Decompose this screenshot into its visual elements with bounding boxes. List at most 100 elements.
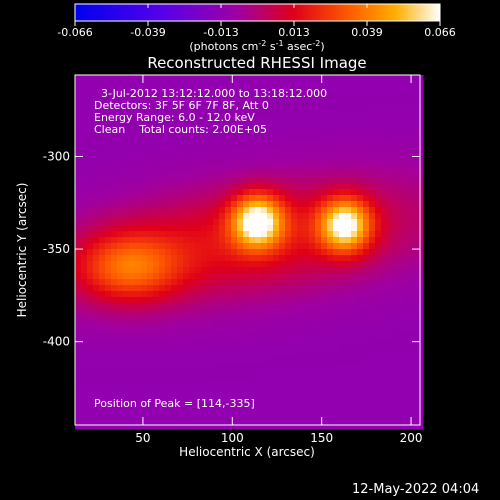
heatmap-cell <box>339 189 346 196</box>
heatmap-cell <box>99 87 106 94</box>
heatmap-cell <box>315 393 322 400</box>
heatmap-cell <box>147 75 154 82</box>
heatmap-cell <box>237 93 244 100</box>
heatmap-cell <box>159 93 166 100</box>
heatmap-cell <box>357 321 364 328</box>
heatmap-cell <box>87 183 94 190</box>
heatmap-cell <box>345 249 352 256</box>
heatmap-cell <box>183 117 190 124</box>
heatmap-cell <box>147 243 154 250</box>
heatmap-cell <box>249 255 256 262</box>
heatmap-cell <box>159 159 166 166</box>
heatmap-cell <box>153 279 160 286</box>
heatmap-cell <box>135 93 142 100</box>
heatmap-cell <box>99 117 106 124</box>
heatmap-cell <box>159 321 166 328</box>
heatmap-cell <box>171 405 178 412</box>
heatmap-cell <box>309 249 316 256</box>
heatmap-cell <box>237 399 244 406</box>
heatmap-cell <box>333 177 340 184</box>
heatmap-cell <box>171 189 178 196</box>
heatmap-cell <box>201 285 208 292</box>
heatmap-cell <box>285 273 292 280</box>
heatmap-cell <box>225 183 232 190</box>
heatmap-cell <box>321 129 328 136</box>
heatmap-cell <box>303 207 310 214</box>
energy-range-text: Energy Range: 6.0 - 12.0 keV <box>94 111 255 124</box>
heatmap-cell <box>231 147 238 154</box>
heatmap-cell <box>381 285 388 292</box>
heatmap-cell <box>255 315 262 322</box>
heatmap-cell <box>261 141 268 148</box>
heatmap-cell <box>213 159 220 166</box>
heatmap-cell <box>225 249 232 256</box>
heatmap-cell <box>399 249 406 256</box>
heatmap-cell <box>321 243 328 250</box>
heatmap-cell <box>231 423 238 430</box>
heatmap-cell <box>201 135 208 142</box>
heatmap-cell <box>201 141 208 148</box>
heatmap-cell <box>249 159 256 166</box>
heatmap-cell <box>357 327 364 334</box>
heatmap-cell <box>309 357 316 364</box>
heatmap-cell <box>117 345 124 352</box>
heatmap-cell <box>141 375 148 382</box>
heatmap-cell <box>255 375 262 382</box>
heatmap-cell <box>339 375 346 382</box>
heatmap-cell <box>165 423 172 430</box>
heatmap-cell <box>237 75 244 82</box>
heatmap-cell <box>177 381 184 388</box>
heatmap-cell <box>81 387 88 394</box>
heatmap-cell <box>147 267 154 274</box>
heatmap-cell <box>339 393 346 400</box>
heatmap-cell <box>243 165 250 172</box>
heatmap-cell <box>273 267 280 274</box>
heatmap-cell <box>357 183 364 190</box>
heatmap-cell <box>177 225 184 232</box>
colorbar-unit-label: (photons cm-2 s-1 asec-2) <box>189 39 324 53</box>
heatmap-cell <box>387 81 394 88</box>
heatmap-cell <box>159 219 166 226</box>
heatmap-cell <box>339 117 346 124</box>
heatmap-cell <box>219 207 226 214</box>
heatmap-cell <box>411 81 418 88</box>
heatmap-cell <box>195 411 202 418</box>
heatmap-cell <box>111 411 118 418</box>
heatmap-cell <box>387 177 394 184</box>
heatmap-cell <box>333 261 340 268</box>
heatmap-cell <box>231 345 238 352</box>
heatmap-cell <box>255 201 262 208</box>
heatmap-cell <box>375 255 382 262</box>
heatmap-cell <box>111 387 118 394</box>
heatmap-cell <box>393 99 400 106</box>
heatmap-cell <box>81 159 88 166</box>
heatmap-cell <box>165 417 172 424</box>
heatmap-cell <box>207 273 214 280</box>
heatmap-cell <box>405 201 412 208</box>
heatmap-cell <box>387 87 394 94</box>
heatmap-cell <box>231 75 238 82</box>
heatmap-cell <box>105 99 112 106</box>
heatmap-cell <box>225 375 232 382</box>
heatmap-cell <box>135 327 142 334</box>
heatmap-cell <box>237 141 244 148</box>
heatmap-cell <box>333 363 340 370</box>
heatmap-cell <box>411 387 418 394</box>
clean-counts-text: Clean Total counts: 2.00E+05 <box>94 123 268 136</box>
heatmap-cell <box>195 153 202 160</box>
heatmap-cell <box>153 345 160 352</box>
heatmap-cell <box>273 321 280 328</box>
heatmap-cell <box>111 129 118 136</box>
heatmap-cell <box>351 315 358 322</box>
heatmap-cell <box>315 213 322 220</box>
heatmap-cell <box>309 171 316 178</box>
heatmap-cell <box>333 399 340 406</box>
heatmap-cell <box>333 291 340 298</box>
heatmap-cell <box>375 87 382 94</box>
heatmap-cell <box>99 303 106 310</box>
heatmap-cell <box>327 345 334 352</box>
heatmap-cell <box>189 417 196 424</box>
heatmap-cell <box>219 291 226 298</box>
heatmap-cell <box>357 123 364 130</box>
heatmap-cell <box>129 207 136 214</box>
